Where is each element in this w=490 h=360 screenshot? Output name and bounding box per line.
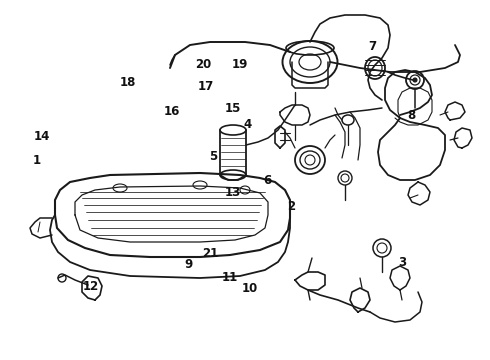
Text: 17: 17 bbox=[197, 80, 214, 93]
Text: 12: 12 bbox=[82, 280, 99, 293]
Text: 20: 20 bbox=[195, 58, 212, 71]
Text: 15: 15 bbox=[224, 102, 241, 114]
Text: 1: 1 bbox=[33, 154, 41, 167]
Text: 5: 5 bbox=[209, 150, 217, 163]
Text: 11: 11 bbox=[222, 271, 239, 284]
Text: 2: 2 bbox=[288, 201, 295, 213]
Text: 9: 9 bbox=[185, 258, 193, 271]
Text: 3: 3 bbox=[398, 256, 406, 269]
Text: 6: 6 bbox=[263, 174, 271, 186]
Text: 4: 4 bbox=[244, 118, 251, 131]
Text: 14: 14 bbox=[33, 130, 50, 143]
Text: 13: 13 bbox=[224, 186, 241, 199]
Ellipse shape bbox=[413, 78, 417, 82]
Text: 7: 7 bbox=[368, 40, 376, 53]
Text: 16: 16 bbox=[163, 105, 180, 118]
Text: 10: 10 bbox=[242, 282, 258, 294]
Text: 8: 8 bbox=[408, 109, 416, 122]
Text: 21: 21 bbox=[202, 247, 219, 260]
Text: 18: 18 bbox=[119, 76, 136, 89]
Text: 19: 19 bbox=[232, 58, 248, 71]
